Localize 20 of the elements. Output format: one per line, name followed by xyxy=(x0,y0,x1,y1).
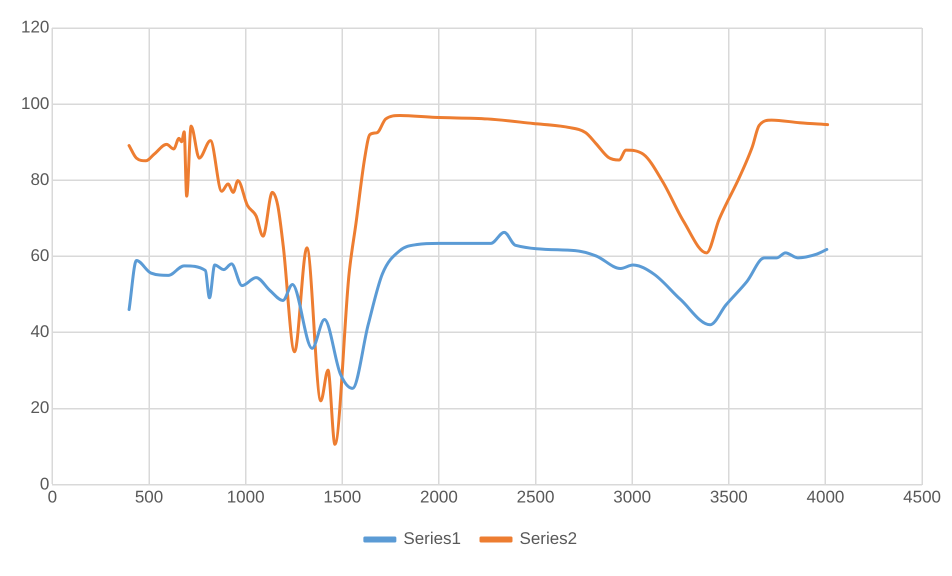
y-tick-label: 40 xyxy=(30,322,50,342)
y-tick-label: 120 xyxy=(20,18,50,37)
line-series xyxy=(128,114,830,446)
x-tick-label: 4000 xyxy=(806,487,844,506)
y-tick-label: 60 xyxy=(30,246,50,265)
x-tick-label: 3000 xyxy=(613,487,652,506)
x-tick-label: 1500 xyxy=(323,487,362,506)
legend-label: Series2 xyxy=(520,529,578,548)
x-tick-label: 4500 xyxy=(903,487,942,506)
y-tick-label: 20 xyxy=(30,398,50,418)
x-tick-label: 3500 xyxy=(710,487,748,506)
y-tick-label: 0 xyxy=(40,474,50,494)
x-tick-label: 2500 xyxy=(516,487,554,506)
x-tick-label: 1000 xyxy=(226,487,265,506)
y-tick-label: 80 xyxy=(30,170,50,189)
y-tick-label: 100 xyxy=(20,94,50,113)
line-series xyxy=(128,230,828,390)
x-tick-label: 500 xyxy=(134,487,164,506)
legend-label: Series1 xyxy=(403,529,461,548)
x-tick-label: 2000 xyxy=(420,487,458,506)
